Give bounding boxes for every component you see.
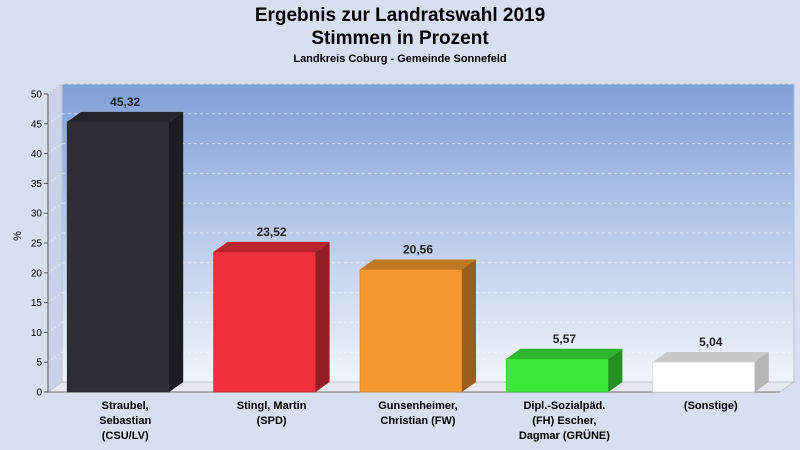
bar-value-label: 45,32: [110, 95, 140, 109]
bar-front: [506, 358, 609, 393]
bar-value-label: 5,57: [553, 332, 577, 346]
bar-front: [66, 121, 170, 393]
bar-value-label: 23,52: [257, 225, 287, 239]
gridline-side: [47, 202, 63, 214]
y-tick-label: 50: [31, 90, 43, 101]
gridline-side: [47, 262, 63, 274]
y-tick-label: 5: [36, 358, 42, 369]
x-category-label: Straubel,: [102, 400, 149, 412]
y-tick-label: 35: [31, 179, 43, 190]
bar-front: [359, 269, 463, 393]
gridline-side: [47, 143, 63, 155]
y-tick-label: 10: [31, 328, 43, 339]
x-category-label: Christian (FW): [380, 415, 455, 427]
bar-top: [360, 259, 476, 270]
bar-value-label: 5,04: [699, 335, 723, 349]
x-category-label: Sebastian: [99, 415, 151, 427]
bar-top: [652, 351, 769, 362]
bar-side: [169, 111, 184, 393]
y-axis-label: %: [12, 231, 24, 241]
chart-title-line-2: Stimmen in Prozent: [311, 28, 489, 49]
bar-front: [652, 361, 756, 393]
x-category-label: Gunsenheimer,: [378, 400, 457, 412]
y-tick-label: 25: [31, 239, 43, 250]
chart-title-block: Ergebnis zur Landratswahl 2019 Stimmen i…: [0, 4, 800, 65]
chart-title-line-1: Ergebnis zur Landratswahl 2019: [254, 5, 546, 26]
y-tick-label: 40: [31, 149, 43, 160]
x-category-label: (Sonstige): [684, 400, 738, 412]
y-tick-label: 45: [31, 119, 43, 130]
x-category-label: Stingl, Martin: [237, 400, 307, 412]
x-category-label: (CSU/LV): [102, 430, 149, 442]
gridline-side: [47, 321, 63, 333]
bar-side: [754, 351, 769, 392]
bar-front: [213, 251, 316, 393]
gridline-side: [47, 172, 63, 184]
y-tick-label: 15: [31, 298, 43, 309]
gridline-side: [47, 232, 63, 244]
gridline-side: [47, 83, 63, 95]
y-tick-label: 20: [31, 268, 43, 279]
gridline-side: [47, 292, 63, 304]
gridline-side: [47, 113, 63, 125]
bar-top: [67, 111, 184, 122]
y-tick-label: 30: [31, 209, 43, 220]
x-category-label: (FH) Escher,: [532, 415, 596, 427]
bar-top: [213, 241, 330, 252]
chart-subtitle: Landkreis Coburg - Gemeinde Sonnefeld: [293, 53, 507, 65]
bar-top: [506, 348, 623, 359]
bar-value-label: 20,56: [403, 242, 433, 256]
bar-side: [608, 348, 623, 392]
x-category-label: (SPD): [257, 415, 287, 427]
y-tick-label: 0: [36, 388, 42, 399]
bar-side: [315, 241, 330, 392]
x-category-label: Dagmar (GRÜNE): [519, 429, 610, 442]
x-category-label: Dipl.-Sozialpäd.: [523, 400, 605, 412]
bar-side: [462, 259, 476, 392]
gridline-side: [47, 351, 63, 363]
